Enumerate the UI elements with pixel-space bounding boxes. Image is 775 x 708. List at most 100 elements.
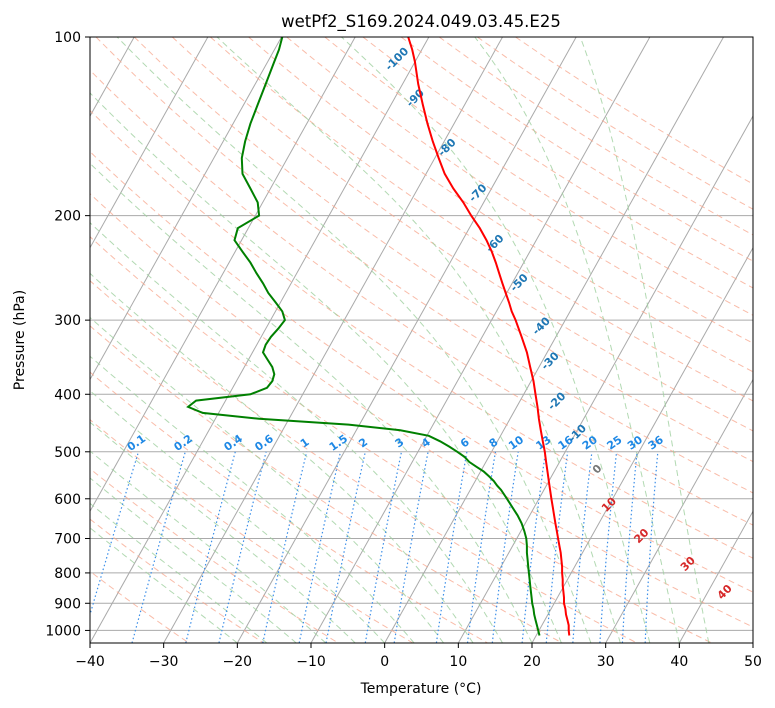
dry-adiabat-line: [324, 37, 753, 316]
dry-adiabat-label: 40: [715, 582, 735, 602]
dry-adiabat-line: [248, 37, 753, 373]
mixing-ratio-line: [131, 451, 186, 643]
mixing-ratio-label: 2: [356, 435, 370, 450]
y-tick-label: 900: [54, 596, 81, 612]
mixing-ratio-label: 0.4: [222, 432, 246, 454]
y-axis-title: Pressure (hPa): [12, 290, 28, 390]
mixing-ratio-line: [491, 451, 519, 643]
moist-adiabat-line: [90, 272, 474, 643]
moist-adiabats: [90, 37, 710, 643]
x-tick-label: −20: [223, 654, 253, 670]
plot-frame: [89, 36, 754, 644]
mixing-ratio-line: [218, 451, 267, 643]
y-tick-label: 600: [54, 492, 81, 508]
dry-adiabat-line: [438, 37, 753, 236]
mixing-ratio-line: [185, 451, 236, 643]
moist-adiabat-label: -20: [545, 389, 568, 412]
mixing-ratio-line: [364, 451, 403, 643]
moist-adiabat-label: -70: [466, 181, 489, 204]
moist-adiabat-line: [341, 37, 651, 643]
moist-adiabat-line: [90, 162, 533, 643]
dry-adiabat-line: [133, 37, 753, 463]
y-tick-label: 800: [54, 566, 81, 582]
isotherm-line: [752, 641, 753, 643]
y-tick-label: 400: [54, 387, 81, 403]
dry-adiabat-line: [90, 419, 414, 643]
mixing-ratio-line: [435, 451, 468, 643]
dry-adiabat-line: [90, 69, 753, 526]
dry-adiabat-line: [286, 37, 753, 344]
dry-adiabat-line: [90, 193, 753, 628]
y-tick-label: 1000: [45, 623, 81, 639]
mixing-ratio-lines: [90, 451, 659, 643]
moist-adiabat-line: [90, 92, 562, 643]
moist-adiabat-label: -30: [539, 349, 562, 372]
dry-adiabat-line: [362, 37, 753, 289]
moist-adiabat-line: [90, 355, 415, 643]
isotherm-line: [90, 37, 282, 381]
dewpoint-profile-line: [186, 37, 541, 636]
dry-adiabat-line: [90, 280, 638, 643]
moist-adiabat-line: [90, 421, 356, 643]
x-tick-label: 30: [597, 654, 615, 670]
moist-adiabat-line: [90, 390, 386, 643]
isotherm-line: [163, 37, 503, 643]
x-tick-label: 0: [380, 654, 389, 670]
isotherm-line: [236, 37, 577, 643]
y-tick-label: 300: [54, 313, 81, 329]
x-tick-label: −10: [296, 654, 326, 670]
moist-adiabat-line: [474, 37, 680, 643]
isotherm-line: [90, 37, 430, 643]
dry-adiabats: [90, 37, 753, 643]
isotherm-line: [384, 37, 724, 643]
isotherm-line: [90, 37, 209, 249]
mixing-ratio-label: 6: [458, 435, 472, 450]
mixing-ratio-line: [621, 451, 638, 643]
mixing-ratio-line: [521, 451, 547, 643]
moist-adiabat-line: [90, 450, 327, 643]
isotherms: [0, 37, 753, 643]
mixing-ratio-line: [572, 451, 593, 643]
isotherm-line: [90, 37, 356, 513]
dry-adiabat-line: [90, 325, 563, 643]
mixing-ratio-label: 8: [487, 435, 501, 450]
dry-adiabat-line: [400, 37, 753, 262]
moist-adiabat-line: [90, 527, 238, 643]
y-tick-label: 700: [54, 532, 81, 548]
mixing-ratio-line: [599, 451, 618, 643]
y-tick-label: 100: [54, 30, 81, 46]
isotherm-line: [678, 510, 753, 643]
mixing-ratio-line: [298, 451, 342, 643]
chart-title: wetPf2_S169.2024.049.03.45.E25: [281, 12, 561, 32]
moist-adiabat-label: -60: [483, 232, 506, 255]
isotherm-line: [531, 246, 753, 643]
mixing-ratio-line: [545, 451, 569, 643]
y-tick-label: 200: [54, 209, 81, 225]
plot-area: 0.1 0.2 0.4 0.6 1 1.5 2 3 4 6 8 10 13 16 20 25 30 3610203…: [0, 37, 753, 643]
moist-adiabat-line: [90, 316, 444, 643]
moist-adiabat-line: [579, 37, 710, 643]
profiles: [186, 37, 571, 636]
mixing-ratio-label: 25: [605, 433, 625, 452]
mixing-ratio-label: 10: [506, 433, 526, 453]
mixing-ratio-label: 30: [625, 433, 645, 453]
dry-adiabat-line: [210, 37, 753, 402]
moist-adiabat-line: [216, 37, 621, 643]
mixing-ratio-line: [262, 451, 308, 643]
dry-adiabat-line: [90, 570, 190, 643]
y-axis-ticks: 100 200 300 400 500 600 700 800 900 1000: [45, 30, 90, 639]
dry-adiabat-line: [90, 468, 339, 643]
x-axis-ticks: −40 −30 −20 −10 0 10 20 30 40 50: [75, 643, 762, 670]
mixing-ratio-label: 0.2: [172, 432, 195, 454]
isotherm-line: [605, 378, 753, 643]
moist-adiabat-line: [116, 37, 592, 643]
temperature-profile-line: [407, 37, 571, 636]
x-tick-label: 50: [744, 654, 762, 670]
x-axis-title: Temperature (°C): [360, 681, 482, 697]
mixing-ratio-label: 0.6: [252, 432, 276, 454]
dry-adiabat-line: [90, 109, 753, 559]
dry-adiabat-label: 10: [599, 494, 619, 514]
dry-adiabat-line: [90, 150, 753, 593]
isotherm-line: [0, 37, 61, 643]
